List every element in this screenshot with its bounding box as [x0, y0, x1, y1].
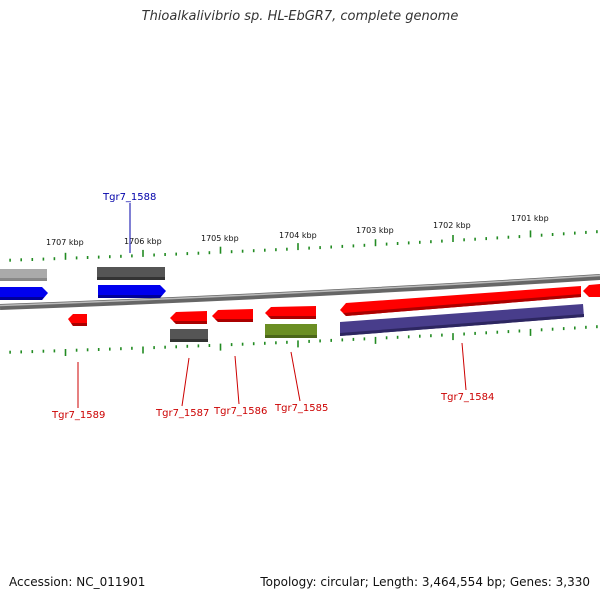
- gene-tgr7-1586[interactable]: [212, 309, 253, 322]
- gene-tgr7-1589[interactable]: [68, 314, 87, 326]
- gene-tgr7-1584[interactable]: [340, 286, 581, 316]
- tick-label-1707: 1707 kbp: [46, 238, 84, 247]
- tick-label-1701: 1701 kbp: [511, 214, 549, 223]
- accession-text: Accession: NC_011901: [9, 575, 146, 589]
- tick-label-1706: 1706 kbp: [124, 237, 162, 246]
- tick-label-1702: 1702 kbp: [433, 221, 471, 230]
- gene-tgr7-1587[interactable]: [170, 311, 207, 324]
- gene-label-tgr7-1586[interactable]: Tgr7_1586: [213, 406, 267, 417]
- genome-backbone: [0, 274, 600, 310]
- gene-inner-slate[interactable]: [340, 304, 584, 336]
- tick-label-1704: 1704 kbp: [279, 231, 317, 240]
- gene-edge-red-right[interactable]: [583, 284, 600, 297]
- gene-outer-dark-gray[interactable]: [97, 267, 165, 280]
- genome-backbone-highlight: [0, 274, 600, 307]
- tick-labels: 1707 kbp 1706 kbp 1705 kbp 1704 kbp 1703…: [46, 214, 549, 247]
- gene-label-tgr7-1584[interactable]: Tgr7_1584: [440, 392, 494, 403]
- gene-label-tgr7-1589[interactable]: Tgr7_1589: [51, 410, 105, 421]
- outer-tick-ring: [9, 230, 598, 262]
- gene-outer-light-gray[interactable]: [0, 269, 47, 281]
- label-leaders: [77, 203, 467, 408]
- gene-labels: Tgr7_1588 Tgr7_1589 Tgr7_1587 Tgr7_1586 …: [51, 192, 494, 421]
- tick-label-1705: 1705 kbp: [201, 234, 239, 243]
- map-title: Thioalkalivibrio sp. HL-EbGR7, complete …: [141, 9, 459, 24]
- gene-label-tgr7-1587[interactable]: Tgr7_1587: [155, 408, 209, 419]
- tick-label-1703: 1703 kbp: [356, 226, 394, 235]
- gene-outer-blue-left[interactable]: [0, 287, 48, 300]
- genome-summary-text: Topology: circular; Length: 3,464,554 bp…: [260, 575, 590, 589]
- gene-tgr7-1585[interactable]: [265, 306, 316, 319]
- gene-inner-dark-gray[interactable]: [170, 329, 208, 342]
- gene-tgr7-1588[interactable]: [98, 285, 166, 298]
- gene-label-tgr7-1588[interactable]: Tgr7_1588: [102, 192, 156, 203]
- inner-tick-ring: [9, 325, 598, 356]
- gene-label-tgr7-1585[interactable]: Tgr7_1585: [274, 403, 328, 414]
- gene-inner-olive[interactable]: [265, 324, 317, 338]
